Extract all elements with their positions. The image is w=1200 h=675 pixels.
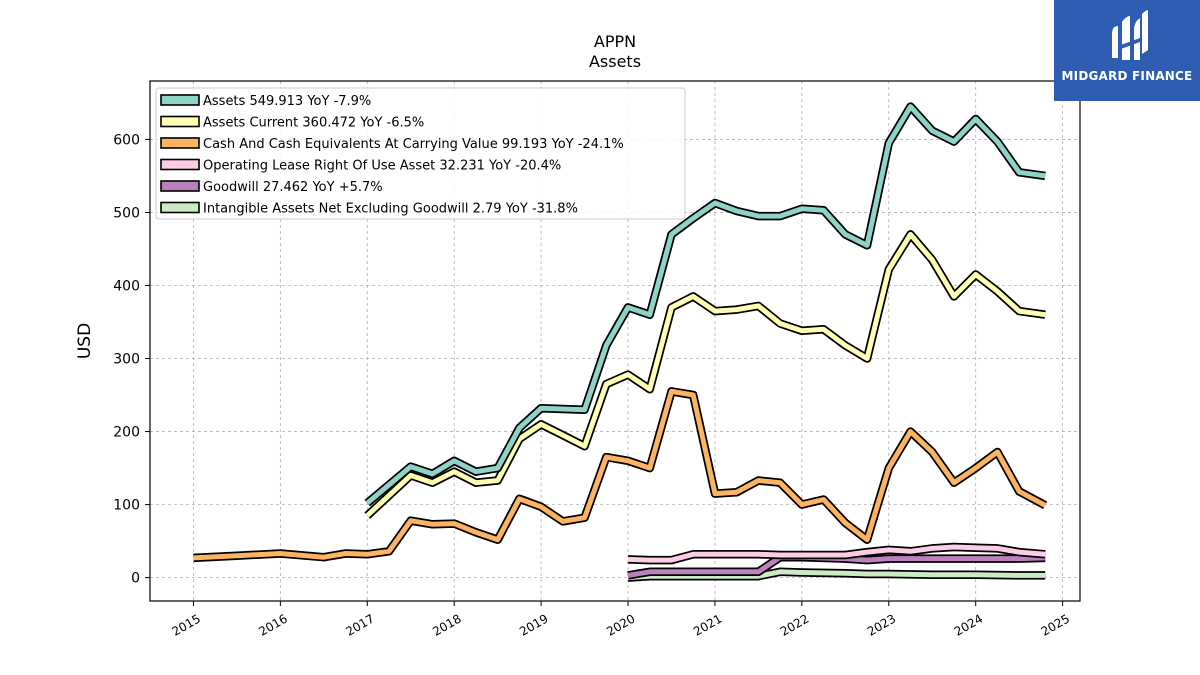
- series-line: [627, 544, 1046, 563]
- series-line: [193, 388, 1047, 561]
- y-tick-label: 100: [113, 498, 140, 514]
- legend-entry: Assets 549.913 YoY -7.9%: [160, 94, 371, 109]
- x-tick-label: 2019: [517, 611, 550, 638]
- x-tick-label: 2023: [865, 611, 898, 638]
- legend-box: [155, 87, 686, 220]
- legend-swatch: [160, 94, 200, 106]
- x-tick-label: 2017: [343, 611, 376, 638]
- legend-swatch: [160, 137, 200, 149]
- x-tick-label: 2024: [952, 611, 985, 638]
- legend-swatch: [160, 158, 200, 171]
- legend-swatch: [160, 180, 200, 192]
- y-axis-label: USD: [75, 323, 95, 359]
- legend-label: Goodwill 27.462 YoY +5.7%: [203, 180, 383, 195]
- series-line: [365, 104, 1046, 506]
- y-tick-label: 400: [113, 278, 140, 294]
- y-tick-label: 200: [113, 425, 140, 441]
- legend-entry: Operating Lease Right Of Use Asset 32.23…: [160, 158, 561, 174]
- x-tick-label: 2020: [604, 611, 637, 638]
- logo-text: MIDGARD FINANCE: [1061, 69, 1193, 83]
- legend-label: Intangible Assets Net Excluding Goodwill…: [203, 202, 578, 217]
- legend-swatch: [160, 115, 200, 128]
- x-tick-label: 2021: [691, 611, 724, 638]
- x-tick-label: 2015: [170, 611, 203, 638]
- legend-entry: Assets Current 360.472 YoY -6.5%: [160, 115, 424, 131]
- y-tick-label: 600: [113, 132, 140, 148]
- legend-entry: Goodwill 27.462 YoY +5.7%: [160, 180, 383, 195]
- legend-label: Assets 549.913 YoY -7.9%: [203, 94, 371, 109]
- x-tick-label: 2022: [778, 611, 811, 638]
- legend-label: Cash And Cash Equivalents At Carrying Va…: [203, 137, 624, 152]
- x-tick-label: 2018: [430, 611, 463, 638]
- plot-frame: [149, 80, 1081, 602]
- legend-label: Assets Current 360.472 YoY -6.5%: [203, 116, 424, 131]
- series-outline: [193, 387, 1048, 563]
- series-line: [365, 231, 1046, 518]
- legend-entry: Intangible Assets Net Excluding Goodwill…: [160, 201, 578, 217]
- logo-mark-icon: [1112, 10, 1148, 60]
- y-tick-label: 500: [113, 205, 140, 221]
- series-line: [627, 569, 1046, 581]
- legend-label: Operating Lease Right Of Use Asset 32.23…: [203, 159, 561, 174]
- chart-title: APPN: [594, 32, 636, 51]
- legend: Assets 549.913 YoY -7.9% Assets Current 3…: [155, 87, 686, 220]
- midgard-finance-logo: MIDGARD FINANCE: [1054, 0, 1200, 101]
- series-lines: [193, 102, 1048, 582]
- legend-entry: Cash And Cash Equivalents At Carrying Va…: [160, 137, 624, 152]
- y-tick-label: 0: [131, 571, 140, 587]
- x-tick-label: 2016: [256, 611, 289, 638]
- x-tick-label: 2025: [1039, 611, 1072, 638]
- legend-swatch: [160, 201, 200, 214]
- y-tick-label: 300: [113, 352, 140, 368]
- chart-subtitle: Assets: [589, 52, 641, 71]
